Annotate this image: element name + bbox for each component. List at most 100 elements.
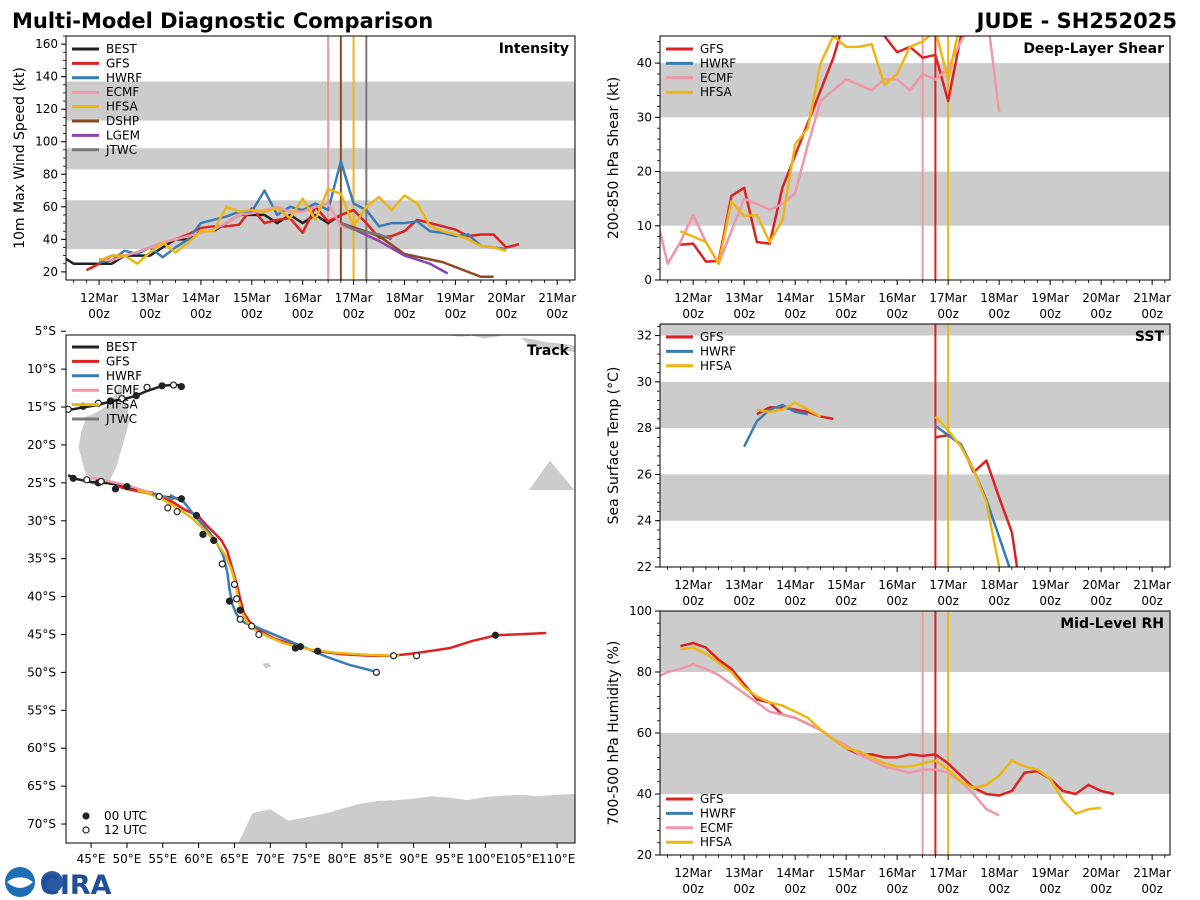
sst-band-2 [660, 324, 1170, 336]
track-marker-12utc [230, 580, 239, 589]
track-legend-marker-12utc [82, 826, 90, 834]
shear-ytick-label: 10 [637, 219, 652, 233]
track-panel: 5°S 10°S 15°S 20°S 25°S 30°S 35°S 40°S 45°S 50°S 5… [27, 324, 576, 866]
track-xtick-label: 80°E [328, 852, 357, 866]
intensity-xtick-label-hour: 00z [292, 307, 314, 321]
land-java [519, 336, 575, 353]
shear-xtick-label-date: 21Mar [1133, 291, 1171, 305]
intensity-legend-label-best: BEST [106, 42, 137, 56]
track-marker-12utc [233, 595, 241, 603]
sst-xtick-label-date: 14Mar [776, 578, 814, 592]
rh-band-0 [660, 733, 1170, 794]
track-marker-00utc [158, 382, 166, 390]
rh-xtick-label-hour: 00z [1090, 882, 1112, 896]
land-australia [527, 459, 575, 491]
sst-xtick-label-date: 21Mar [1133, 578, 1171, 592]
shear-xtick-label-date: 18Mar [980, 291, 1018, 305]
intensity-ylabel: 10m Max Wind Speed (kt) [12, 67, 28, 249]
intensity-ytick-label: 20 [43, 265, 58, 279]
rh-ytick-label: 80 [637, 665, 652, 679]
shear-xtick-label-hour: 00z [1141, 307, 1163, 321]
track-marker-12utc [66, 405, 72, 413]
shear-panel: 0 10 20 30 40 12Mar 00z 13Mar 00z 14Mar 00z 15Mar 00… [606, 35, 1171, 321]
track-xtick-label: 75°E [292, 852, 321, 866]
intensity-ytick-label: 60 [43, 200, 58, 214]
shear-xtick-label-hour: 00z [886, 307, 908, 321]
shear-xtick-label-hour: 00z [733, 307, 755, 321]
track-marker-00utc [111, 485, 120, 493]
sst-ytick-label: 32 [637, 329, 652, 343]
rh-xtick-label-date: 16Mar [878, 866, 916, 880]
track-marker-00utc [106, 397, 115, 405]
rh-ylabel: 700-500 hPa Humidity (%) [606, 641, 622, 826]
logo-group: CIRA NOAA [5, 867, 112, 900]
sst-legend-label-gfs: GFS [700, 330, 724, 344]
shear-xtick-label-date: 14Mar [776, 291, 814, 305]
track-legend-label-hwrf: HWRF [106, 369, 142, 383]
track-marker-00utc [192, 511, 201, 520]
track-ytick-label: 30°S [27, 514, 56, 528]
track-marker-12utc [169, 381, 178, 389]
sst-legend-label-hfsa: HFSA [700, 359, 733, 373]
rh-xtick-label-hour: 00z [886, 882, 908, 896]
track-marker-12utc [164, 504, 172, 512]
rh-xtick-label-date: 15Mar [827, 866, 865, 880]
rh-xtick-label-hour: 00z [1039, 882, 1061, 896]
sst-legend-label-hwrf: HWRF [700, 344, 736, 358]
rh-xtick-label-hour: 00z [733, 882, 755, 896]
intensity-legend-label-dshp: DSHP [106, 114, 139, 128]
intensity-xtick-label-hour: 00z [241, 307, 263, 321]
intensity-xtick-label-date: 19Mar [436, 291, 474, 305]
sst-band-0 [660, 474, 1170, 521]
track-marker-00utc [123, 483, 131, 491]
noaa-logo-text: NOAA [14, 874, 26, 879]
intensity-ytick-label: 160 [35, 37, 58, 51]
track-marker-12utc [173, 508, 181, 516]
sst-title: SST [1135, 329, 1165, 345]
track-marker-00utc [199, 530, 207, 539]
intensity-xtick-label-hour: 00z [343, 307, 365, 321]
intensity-band-2 [66, 81, 575, 121]
sst-panel: 22 24 26 28 30 32 12Mar 00z 13Mar 00z 14Mar 00z 15Ma… [606, 323, 1171, 608]
sst-xtick-label-hour: 00z [988, 594, 1010, 608]
sst-series-hwrf [743, 403, 809, 448]
intensity-xtick-label-date: 13Mar [131, 291, 169, 305]
track-ytick-label: 20°S [27, 438, 56, 452]
track-ytick-label: 70°S [27, 817, 56, 831]
track-legend-label-hfsa: HFSA [106, 398, 139, 412]
shear-xtick-label-hour: 00z [784, 307, 806, 321]
rh-xtick-label-hour: 00z [682, 882, 704, 896]
rh-title: Mid-Level RH [1060, 616, 1164, 632]
track-xtick-label: 105°E [503, 852, 540, 866]
shear-title: Deep-Layer Shear [1023, 41, 1164, 57]
sst-series-hfsa [756, 401, 822, 418]
rh-ytick-label: 20 [637, 848, 652, 862]
rh-xtick-label-date: 18Mar [980, 866, 1018, 880]
track-xtick-label: 45°E [77, 852, 106, 866]
sst-plot-area [660, 324, 1170, 567]
shear-frame [659, 35, 1171, 281]
rh-xtick-label-date: 21Mar [1133, 866, 1171, 880]
sst-ytick-label: 24 [637, 514, 652, 528]
intensity-panel: 20 40 60 80 100 120 140 160 12Mar 00z 13Mar 00z 14Ma… [12, 35, 576, 321]
rh-ytick-label: 40 [637, 787, 652, 801]
track-marker-00utc [177, 382, 186, 391]
track-xtick-label: 85°E [363, 852, 392, 866]
sst-xtick-label-date: 19Mar [1031, 578, 1069, 592]
intensity-xtick-label-date: 21Mar [538, 291, 576, 305]
intensity-title: Intensity [499, 41, 569, 57]
sst-xtick-label-date: 16Mar [878, 578, 916, 592]
intensity-plot-area [66, 36, 575, 280]
track-legend-label-00utc: 00 UTC [104, 809, 147, 823]
track-xtick-label: 90°E [399, 852, 428, 866]
shear-xtick-label-date: 15Mar [827, 291, 865, 305]
track-xtick-label: 100°E [467, 852, 504, 866]
intensity-xtick-label-date: 18Mar [386, 291, 424, 305]
track-ytick-label: 60°S [27, 741, 56, 755]
shear-band-1 [660, 63, 1170, 118]
track-ytick-label: 40°S [27, 590, 56, 604]
track-marker-12utc [218, 560, 226, 568]
sst-ytick-label: 26 [637, 467, 652, 481]
track-xtick-label: 70°E [256, 852, 285, 866]
shear-ylabel: 200-850 hPa Shear (kt) [606, 77, 622, 239]
